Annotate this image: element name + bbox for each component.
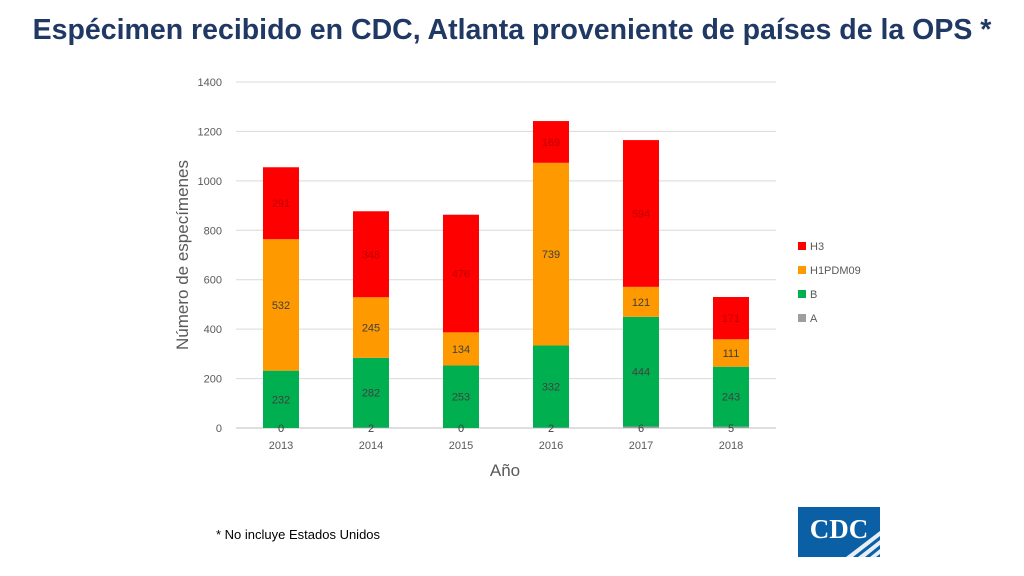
y-tick-label: 600: [204, 275, 222, 287]
bar-segment-b-2014: [353, 357, 389, 428]
bar-segment-b-2018: [713, 366, 749, 427]
y-tick-label: 800: [204, 225, 222, 237]
y-tick-label: 200: [204, 374, 222, 386]
bar-segment-b-2017: [623, 316, 659, 427]
x-tick-label: 2016: [539, 440, 563, 452]
data-label-b-2018: 243: [722, 392, 740, 404]
bar-segment-h3-2013: [263, 167, 299, 240]
legend-swatch-h3: [798, 242, 806, 250]
y-axis-title: Número de especímenes: [173, 160, 192, 350]
y-tick-label: 0: [216, 423, 222, 435]
data-label-h1pdm09-2014: 245: [362, 323, 380, 335]
page-title: Espécimen recibido en CDC, Atlanta prove…: [32, 14, 992, 46]
data-label-h3-2017: 594: [632, 208, 650, 220]
bar-segment-h3-2018: [713, 297, 749, 340]
bar-segment-a-2018: [713, 426, 749, 428]
bar-segment-h1pdm09-2013: [263, 239, 299, 371]
gridlines: [236, 81, 776, 429]
cdc-logo-text: CDC: [810, 514, 869, 544]
data-label-a-2016: 2: [548, 423, 554, 435]
legend-swatch-a: [798, 314, 806, 322]
cdc-logo-background: [798, 507, 880, 557]
data-label-b-2014: 282: [362, 388, 380, 400]
x-tick-label: 2018: [719, 440, 743, 452]
data-label-h1pdm09-2017: 121: [632, 297, 650, 309]
data-label-a-2015: 0: [458, 423, 464, 435]
bar-segment-b-2016: [533, 345, 569, 428]
legend-label-b: B: [810, 289, 817, 301]
legend-label-h1pdm09: H1PDM09: [810, 265, 861, 277]
data-labels: 0 232 532 291 2 282 245 348 0 253 134 476 2 332 739 169…: [272, 137, 740, 435]
data-label-h3-2015: 476: [452, 269, 470, 281]
data-label-h3-2016: 169: [542, 137, 560, 149]
bar-segment-h1pdm09-2016: [533, 162, 569, 346]
y-tick-label: 400: [204, 324, 222, 336]
bar-segment-h1pdm09-2015: [443, 332, 479, 366]
legend-label-a: A: [810, 313, 818, 325]
bars: [263, 121, 749, 428]
y-tick-label: 1400: [198, 77, 222, 89]
data-label-h1pdm09-2013: 532: [272, 300, 290, 312]
data-label-b-2015: 253: [452, 392, 470, 404]
cdc-logo-stripes: [846, 531, 880, 557]
data-label-h3-2018: 171: [722, 313, 740, 325]
data-label-a-2018: 5: [728, 423, 734, 435]
cdc-logo: CDC: [798, 507, 880, 557]
bar-segment-b-2013: [263, 370, 299, 428]
bar-segment-h3-2016: [533, 121, 569, 163]
footnote: * No incluye Estados Unidos: [216, 527, 381, 542]
bar-segment-h3-2014: [353, 211, 389, 298]
x-tick-label: 2015: [449, 440, 473, 452]
legend-swatch-b: [798, 290, 806, 298]
data-label-a-2013: 0: [278, 423, 284, 435]
bar-segment-h1pdm09-2017: [623, 286, 659, 317]
data-label-h1pdm09-2016: 739: [542, 249, 560, 261]
legend: H3 H1PDM09 BA: [798, 241, 861, 325]
data-label-a-2014: 2: [368, 423, 374, 435]
data-label-b-2013: 232: [272, 394, 290, 406]
x-axis-title: Año: [490, 461, 520, 480]
legend-label-h3: H3: [810, 241, 824, 253]
data-label-b-2016: 332: [542, 381, 560, 393]
data-label-h3-2013: 291: [272, 198, 290, 210]
data-label-h3-2014: 348: [362, 249, 380, 261]
legend-swatch-h1pdm09: [798, 266, 806, 274]
x-tick-label: 2017: [629, 440, 653, 452]
bar-segment-b-2015: [443, 365, 479, 428]
data-label-h1pdm09-2015: 134: [452, 344, 470, 356]
data-label-h1pdm09-2018: 111: [723, 348, 740, 360]
x-tick-label: 2013: [269, 440, 293, 452]
bar-segment-h1pdm09-2014: [353, 297, 389, 358]
data-label-a-2017: 6: [638, 423, 644, 435]
y-tick-label: 1000: [198, 176, 222, 188]
x-tick-label: 2014: [359, 440, 383, 452]
bar-segment-h3-2015: [443, 214, 479, 333]
data-label-b-2017: 444: [632, 367, 650, 379]
y-tick-label: 1200: [198, 126, 222, 138]
bar-segment-h1pdm09-2018: [713, 339, 749, 367]
bar-segment-h3-2017: [623, 140, 659, 287]
bar-segment-a-2017: [623, 426, 659, 428]
